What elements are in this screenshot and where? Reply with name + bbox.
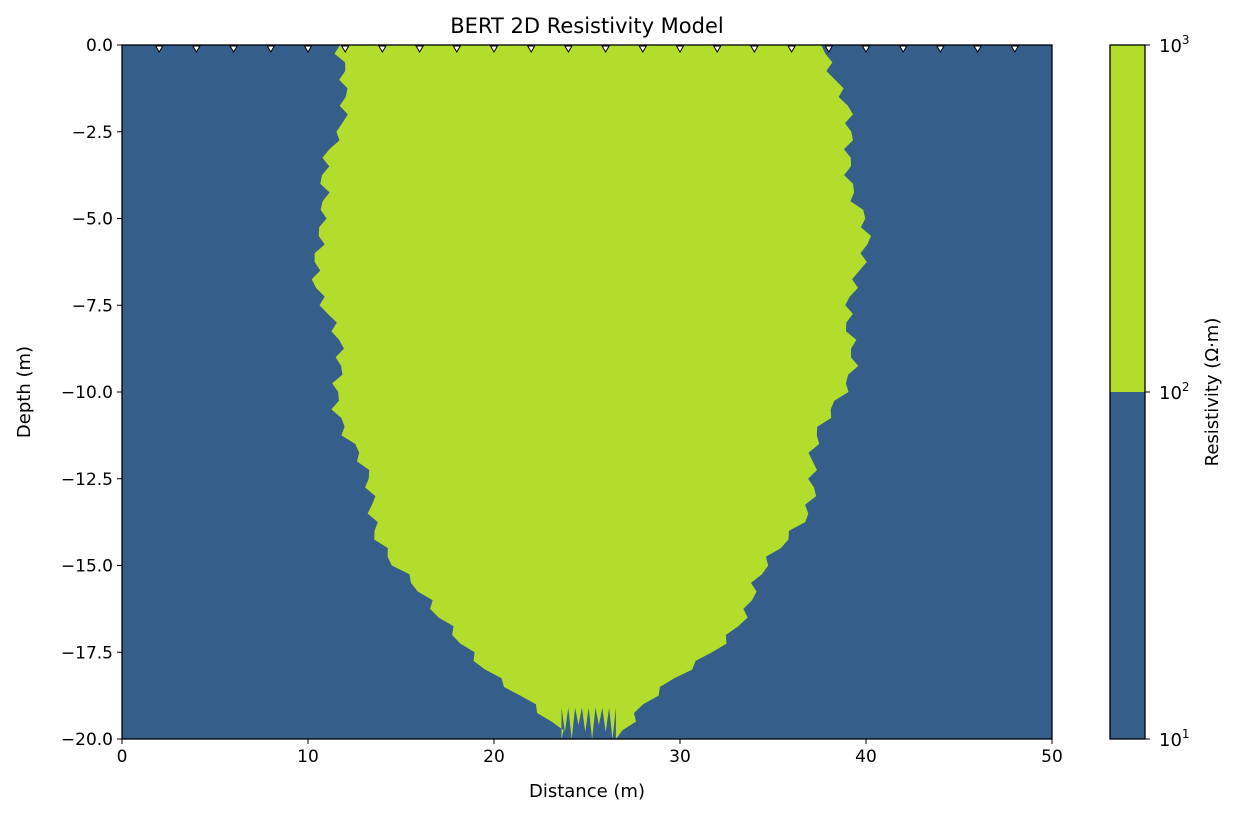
colorbar-segment [1110, 392, 1145, 739]
chart-title: BERT 2D Resistivity Model [450, 14, 723, 38]
electrode-marker [415, 45, 424, 53]
colorbar: 101 102 103 [1109, 33, 1190, 751]
colorbar-segment [1110, 45, 1145, 392]
electrode-marker [192, 45, 201, 53]
electrode-marker [712, 45, 722, 53]
y-tick-label: 0.0 [86, 36, 113, 56]
x-tick-label: 30 [669, 747, 691, 767]
electrode-marker [564, 45, 573, 53]
x-tick-label: 20 [483, 747, 505, 767]
electrode-marker [675, 45, 685, 53]
electrode-marker [303, 45, 313, 53]
electrode-marker [378, 45, 387, 53]
colorbar-tick-label: 103 [1159, 33, 1190, 57]
electrode-marker [489, 45, 499, 53]
x-tick-label: 50 [1041, 747, 1063, 767]
x-tick-label: 40 [855, 747, 877, 767]
y-tick-label: −10.0 [61, 383, 113, 403]
y-axis-label: Depth (m) [14, 346, 35, 438]
electrode-marker [750, 45, 759, 53]
electrode-marker [638, 45, 648, 53]
x-tick-label: 0 [117, 747, 128, 767]
electrode-marker [824, 45, 834, 53]
electrode-marker [973, 45, 982, 53]
electrode-marker [266, 45, 276, 53]
electrode-marker [526, 45, 536, 53]
y-tick-label: −12.5 [61, 470, 113, 490]
electrode-marker [898, 45, 908, 53]
plot-area: 0 10 20 30 40 50 0.0 −2.5 −5.0 −7.5 −10.0 −12.5 −15.… [61, 36, 1063, 767]
electrode-marker [787, 45, 796, 53]
electrode-marker [229, 45, 238, 53]
colorbar-tick-label: 101 [1159, 727, 1190, 751]
y-tick-label: −7.5 [72, 296, 113, 316]
y-tick-label: −5.0 [72, 210, 113, 230]
electrode-marker [936, 45, 945, 53]
electrode-marker [861, 45, 871, 53]
colorbar-label: Resistivity (Ω·m) [1202, 318, 1223, 467]
x-axis-label: Distance (m) [529, 781, 645, 802]
y-tick-label: −17.5 [61, 643, 113, 663]
colorbar-tick-label: 102 [1159, 380, 1190, 404]
high-resistivity-region [311, 45, 871, 739]
y-tick-label: −20.0 [61, 730, 113, 750]
y-tick-label: −15.0 [61, 557, 113, 577]
electrode-marker [601, 45, 610, 53]
x-tick-label: 10 [297, 747, 319, 767]
electrode-marker [1010, 45, 1020, 53]
electrode-marker [154, 45, 164, 53]
electrode-marker [452, 45, 462, 53]
electrode-marker [340, 45, 350, 53]
y-tick-label: −2.5 [72, 123, 113, 143]
